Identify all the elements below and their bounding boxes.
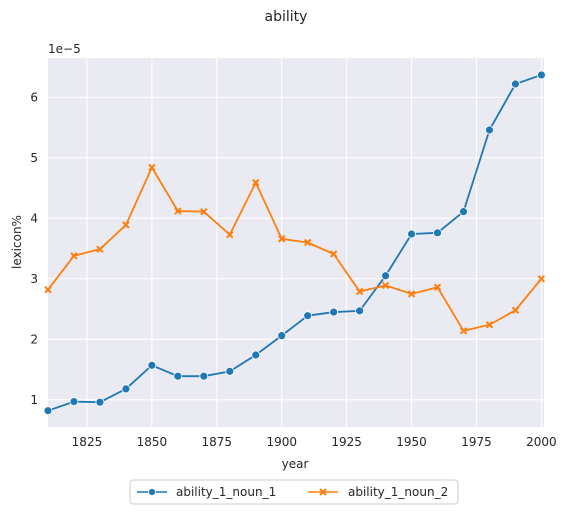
data-point: [485, 321, 494, 329]
y-tick-label: 4: [30, 211, 38, 225]
data-point: [251, 350, 261, 360]
grid: [48, 58, 544, 427]
legend-circle-marker: [148, 488, 156, 496]
y-tick-label: 2: [30, 332, 38, 346]
data-point: [122, 221, 130, 229]
legend-box: [129, 479, 459, 505]
data-point: [407, 229, 416, 239]
y-scale-label: 1e−5: [48, 42, 81, 56]
data-point: [96, 245, 104, 253]
data-point: [433, 228, 442, 238]
data-point: [278, 235, 286, 243]
y-tick-label: 6: [30, 90, 38, 104]
x-axis-ticks: 1825 1850 1875 1900 1925 1950 1975 2000: [72, 435, 557, 449]
y-axis-ticks: 1 2 3 4 5 6: [30, 90, 38, 406]
data-point: [329, 250, 338, 258]
data-point: [174, 207, 182, 215]
legend-label-1: ability_1_noun_1: [176, 485, 276, 499]
data-point: [381, 271, 390, 281]
data-point: [199, 371, 209, 381]
data-point: [43, 406, 53, 416]
x-tick-label: 1850: [137, 435, 168, 449]
x-tick-label: 1925: [331, 435, 362, 449]
data-point: [225, 366, 235, 376]
data-point: [511, 306, 520, 314]
data-point: [407, 290, 416, 298]
data-point: [147, 360, 157, 370]
legend-x-marker: [319, 488, 327, 496]
data-point: [433, 283, 442, 291]
data-point: [121, 384, 131, 394]
data-point: [252, 178, 260, 187]
data-point: [148, 163, 156, 172]
series-line-2: [47, 166, 543, 332]
data-point: [537, 70, 546, 80]
data-point: [277, 331, 287, 341]
data-point: [70, 252, 78, 260]
series-2: [44, 163, 546, 335]
data-point: [485, 125, 494, 135]
chart-title: ability: [265, 9, 308, 25]
x-tick-label: 1975: [461, 435, 492, 449]
series-lines: [43, 70, 546, 416]
data-point: [303, 311, 313, 321]
data-point: [329, 307, 339, 317]
data-point: [69, 397, 79, 406]
series-1: [43, 70, 546, 416]
x-tick-label: 1825: [72, 435, 103, 449]
legend: ability_1_noun_1 ability_1_noun_2: [129, 479, 459, 505]
data-point: [381, 281, 390, 290]
data-point: [511, 79, 520, 89]
x-tick-label: 2000: [526, 435, 557, 449]
plot-area: [48, 58, 544, 427]
y-axis-label: lexicon%: [10, 215, 24, 269]
data-point: [355, 306, 365, 316]
series-line-1: [47, 74, 542, 412]
legend-item-series-1: ability_1_noun_1: [137, 485, 276, 499]
legend-label-2: ability_1_noun_2: [348, 485, 448, 499]
data-point: [537, 275, 546, 283]
data-point: [200, 207, 208, 216]
y-tick-label: 1: [30, 393, 38, 407]
x-axis-label: year: [282, 457, 309, 471]
y-tick-label: 5: [30, 151, 38, 165]
x-tick-label: 1875: [202, 435, 233, 449]
data-point: [44, 285, 52, 294]
data-point: [459, 327, 468, 335]
data-point: [459, 207, 468, 217]
data-point: [95, 397, 105, 407]
x-tick-label: 1900: [266, 435, 297, 449]
data-point: [303, 238, 312, 247]
data-point: [226, 230, 234, 239]
data-point: [173, 371, 183, 381]
x-tick-label: 1950: [396, 435, 427, 449]
data-point: [355, 287, 364, 296]
legend-item-series-2: ability_1_noun_2: [308, 485, 448, 499]
y-tick-label: 3: [30, 272, 38, 286]
